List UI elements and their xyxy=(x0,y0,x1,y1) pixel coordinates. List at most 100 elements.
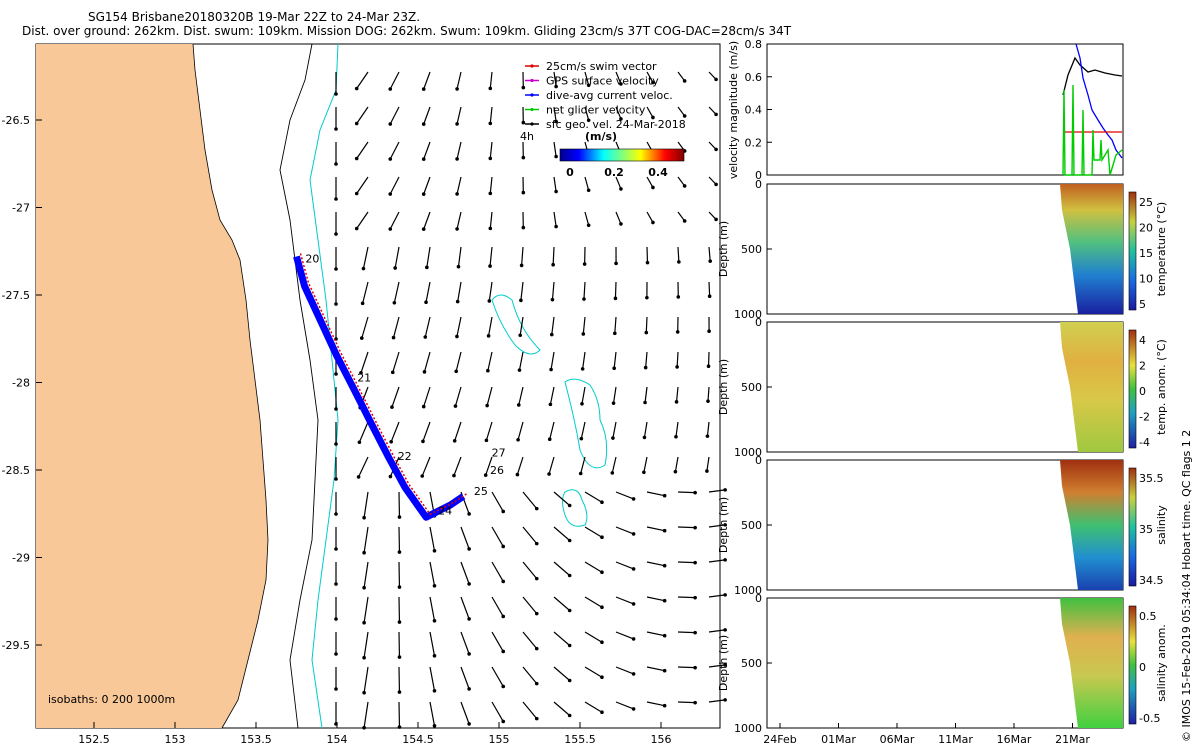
current-vector xyxy=(457,281,462,302)
current-vector-head xyxy=(693,630,697,635)
current-vector-head xyxy=(578,471,583,476)
current-vector-head xyxy=(705,469,709,473)
colorbar-label: temp. anom. (°C) xyxy=(1155,339,1168,435)
current-vector-head xyxy=(631,637,636,641)
current-vector-head xyxy=(515,472,520,477)
current-vector xyxy=(425,281,431,303)
current-vector-head xyxy=(554,84,558,89)
current-vector-head xyxy=(613,296,618,301)
current-vector xyxy=(454,386,462,407)
current-vector xyxy=(356,141,369,159)
section-data-fill xyxy=(1060,460,1123,590)
legend-marker xyxy=(530,122,534,126)
current-vector-head xyxy=(521,225,526,230)
current-vector xyxy=(392,351,400,373)
current-vector-head xyxy=(389,440,393,444)
current-vector-head xyxy=(600,535,604,540)
legend-label: dive-avg current veloc. xyxy=(546,89,673,102)
colorbar-tick: 20 xyxy=(1139,222,1153,235)
current-vector-head xyxy=(586,83,591,88)
current-vector xyxy=(460,631,470,655)
current-vector xyxy=(456,211,462,230)
current-vector-head xyxy=(550,297,555,302)
current-vector xyxy=(389,141,400,160)
current-vector-head xyxy=(631,532,636,536)
current-vector-head xyxy=(455,87,459,91)
current-vector xyxy=(584,701,603,713)
current-vector xyxy=(453,456,462,476)
current-vector xyxy=(522,596,538,614)
section-data-fill xyxy=(1060,184,1123,314)
current-vector xyxy=(615,106,622,120)
land-mass xyxy=(36,44,268,728)
current-vector xyxy=(460,596,470,620)
current-vector xyxy=(615,211,622,225)
current-vector-head xyxy=(486,368,490,373)
current-vector xyxy=(489,246,493,267)
section-data-fill xyxy=(1060,322,1123,452)
current-vector-head xyxy=(643,400,647,405)
current-vector xyxy=(584,666,603,678)
legend-marker xyxy=(530,93,534,97)
current-vector xyxy=(708,559,726,563)
current-vector xyxy=(457,246,462,267)
current-vector-head xyxy=(521,155,526,160)
current-vector-head xyxy=(354,226,359,231)
current-vector-head xyxy=(534,576,539,581)
current-vector xyxy=(356,106,369,124)
current-vector xyxy=(551,281,555,300)
current-vector-head xyxy=(421,157,426,161)
current-vector-head xyxy=(397,550,402,554)
lat-tick-label: -29.5 xyxy=(2,639,30,652)
current-vector xyxy=(553,141,557,157)
current-vector xyxy=(643,456,648,473)
depth-tick: 1000 xyxy=(734,308,762,321)
plot-title-line2: Dist. over ground: 262km. Dist. swum: 10… xyxy=(22,24,792,38)
colorbar-tick: 35 xyxy=(1139,523,1153,536)
current-vector xyxy=(424,316,431,338)
current-vector xyxy=(677,526,696,529)
current-vector xyxy=(708,629,726,633)
current-vector xyxy=(517,421,524,440)
current-vector xyxy=(393,281,400,303)
current-vector xyxy=(615,71,622,85)
current-vector xyxy=(429,631,436,656)
current-vector-head xyxy=(362,550,366,555)
current-vector-head xyxy=(631,602,636,606)
velocity-tick: 0 xyxy=(755,169,762,182)
colorbar-tick-0: 0 xyxy=(566,166,574,179)
current-vector xyxy=(456,106,462,125)
current-vector xyxy=(489,176,493,194)
current-vector-head xyxy=(354,156,359,161)
depth-tick: 1000 xyxy=(734,722,762,735)
current-vector xyxy=(553,106,557,122)
current-vector xyxy=(491,561,504,582)
lon-tick-label: 154.5 xyxy=(402,733,434,746)
current-vector xyxy=(489,141,493,159)
current-vector-head xyxy=(651,220,655,225)
current-vector-head xyxy=(388,227,393,231)
current-vector-head xyxy=(421,227,426,231)
current-vector-head xyxy=(432,654,437,658)
depth-panel-sal_anom: 0 500 1000 Depth (m) 0.5 0 -0.5 salinity anom. xyxy=(717,592,1168,735)
velocity-black-series xyxy=(1062,56,1123,96)
current-vector-head xyxy=(488,121,493,126)
current-vector xyxy=(645,351,648,368)
current-vector-head xyxy=(662,528,667,533)
current-vector xyxy=(677,106,686,117)
current-vector-head xyxy=(534,506,539,511)
current-vector-head xyxy=(334,162,338,166)
current-vector-head xyxy=(467,582,471,586)
velocity-frame xyxy=(766,43,1124,176)
current-vector-head xyxy=(356,475,361,479)
current-vector-head xyxy=(390,405,394,409)
current-vector xyxy=(423,386,431,407)
current-vector-head xyxy=(362,620,366,625)
legend-marker xyxy=(530,64,534,68)
current-vector-head xyxy=(567,503,572,508)
current-vector-head xyxy=(334,652,338,656)
current-vector-head xyxy=(567,573,572,578)
current-vector xyxy=(615,176,622,190)
current-vector xyxy=(676,351,679,367)
